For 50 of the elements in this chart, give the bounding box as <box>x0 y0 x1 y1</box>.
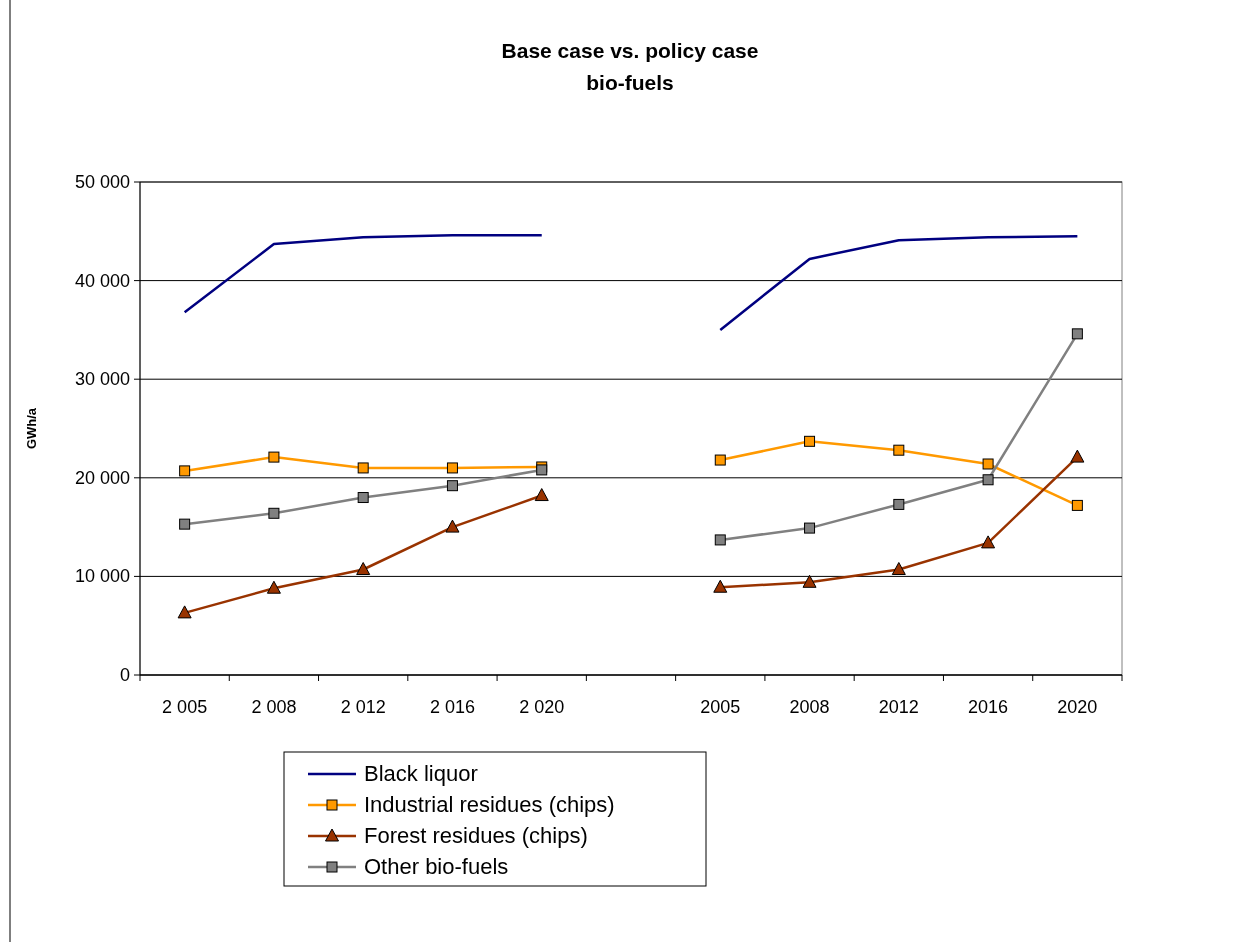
point <box>714 454 726 466</box>
x-tick-label: 2 020 <box>519 697 565 717</box>
point <box>357 492 369 504</box>
point <box>804 522 816 534</box>
legend-label: Forest residues (chips) <box>364 823 588 848</box>
point <box>446 462 458 474</box>
x-tick-label: 2 012 <box>340 697 386 717</box>
point <box>179 465 191 477</box>
point <box>1071 499 1083 511</box>
chart-title: Base case vs. policy case bio-fuels <box>501 39 759 94</box>
point <box>981 535 996 549</box>
y-tick-label: 40 000 <box>74 270 130 291</box>
point <box>445 519 460 533</box>
point <box>1071 328 1083 340</box>
x-tick-label: 2 005 <box>162 697 208 717</box>
point <box>357 462 369 474</box>
point <box>893 498 905 510</box>
y-tick-label: 30 000 <box>74 369 130 390</box>
x-tick-label: 2008 <box>789 697 830 717</box>
point <box>446 480 458 492</box>
legend-label: Other bio-fuels <box>364 854 509 879</box>
y-tick-label: 10 000 <box>74 566 130 587</box>
x-tick-label: 2012 <box>878 697 919 717</box>
point <box>893 444 905 456</box>
x-tick-label: 2005 <box>700 697 741 717</box>
point <box>268 507 280 519</box>
point <box>714 534 726 546</box>
point <box>356 562 371 575</box>
point <box>982 458 994 470</box>
x-tick-label: 2 016 <box>429 697 475 717</box>
point <box>179 518 191 530</box>
point <box>1070 449 1085 463</box>
x-tick-label: 2020 <box>1057 697 1098 717</box>
point <box>891 562 906 575</box>
x-tick-label: 2 008 <box>251 697 297 717</box>
legend-label: Black liquor <box>364 761 478 786</box>
y-tick-label: 50 000 <box>74 172 130 192</box>
point <box>266 580 281 594</box>
point <box>802 574 817 588</box>
point <box>713 579 728 593</box>
point <box>804 435 816 447</box>
x-tick-label: 2016 <box>968 697 1009 717</box>
point <box>534 488 549 502</box>
point <box>268 451 280 463</box>
legend-label: Industrial residues (chips) <box>364 792 615 817</box>
y-axis-title: GWh/a <box>24 407 39 450</box>
y-tick-label: 20 000 <box>74 467 130 488</box>
y-tick-label: 0 <box>119 665 130 685</box>
point <box>982 474 994 486</box>
point <box>177 605 192 619</box>
